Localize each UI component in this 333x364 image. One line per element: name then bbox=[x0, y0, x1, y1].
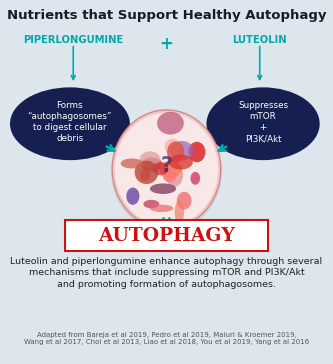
Ellipse shape bbox=[140, 151, 161, 168]
Text: Suppresses
mTOR
+
PI3K/Akt: Suppresses mTOR + PI3K/Akt bbox=[238, 101, 288, 143]
Ellipse shape bbox=[157, 112, 184, 135]
Ellipse shape bbox=[10, 87, 130, 160]
Text: Adapted from Bareja et al 2019, Pedro et al 2019, Maiuri & Kroemer 2019,
Wang et: Adapted from Bareja et al 2019, Pedro et… bbox=[24, 332, 309, 345]
Text: +: + bbox=[160, 35, 173, 52]
Ellipse shape bbox=[166, 163, 183, 187]
Ellipse shape bbox=[140, 169, 150, 181]
Circle shape bbox=[111, 110, 222, 232]
Ellipse shape bbox=[168, 154, 193, 170]
Ellipse shape bbox=[150, 205, 173, 212]
Ellipse shape bbox=[190, 172, 200, 185]
Ellipse shape bbox=[170, 141, 193, 161]
Circle shape bbox=[112, 110, 221, 229]
Ellipse shape bbox=[160, 161, 182, 178]
Ellipse shape bbox=[141, 157, 163, 171]
Ellipse shape bbox=[188, 142, 205, 162]
Ellipse shape bbox=[150, 183, 176, 194]
Text: PIPERLONGUMINE: PIPERLONGUMINE bbox=[23, 35, 124, 44]
Ellipse shape bbox=[165, 139, 180, 155]
Ellipse shape bbox=[167, 141, 184, 163]
Ellipse shape bbox=[162, 167, 177, 182]
FancyBboxPatch shape bbox=[65, 220, 268, 251]
Text: ?: ? bbox=[161, 156, 172, 175]
Text: AUTOPHAGY: AUTOPHAGY bbox=[98, 226, 235, 245]
Ellipse shape bbox=[126, 187, 140, 205]
Ellipse shape bbox=[174, 201, 184, 223]
Ellipse shape bbox=[143, 200, 159, 208]
Ellipse shape bbox=[121, 158, 143, 169]
Ellipse shape bbox=[153, 162, 168, 175]
Text: Luteolin and piperlongumine enhance autophagy through several
mechanisms that in: Luteolin and piperlongumine enhance auto… bbox=[10, 257, 323, 289]
Text: Nutrients that Support Healthy Autophagy: Nutrients that Support Healthy Autophagy bbox=[7, 9, 326, 22]
Ellipse shape bbox=[206, 87, 320, 160]
Circle shape bbox=[115, 113, 218, 226]
Ellipse shape bbox=[177, 192, 191, 210]
Text: Forms
“autophagosomes”
to digest cellular
debris: Forms “autophagosomes” to digest cellula… bbox=[28, 101, 112, 143]
Ellipse shape bbox=[135, 161, 158, 184]
Text: LUTEOLIN: LUTEOLIN bbox=[232, 35, 287, 44]
